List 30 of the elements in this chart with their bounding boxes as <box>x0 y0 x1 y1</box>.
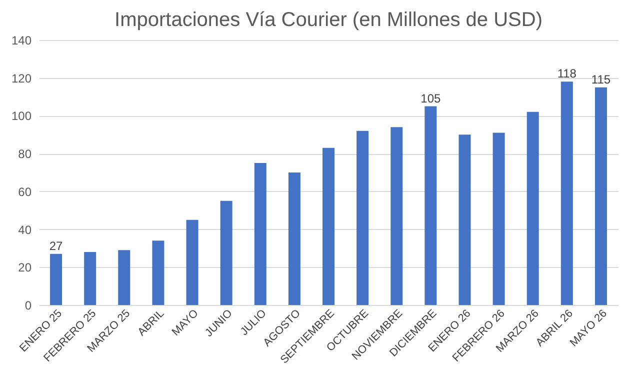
chart-title: Importaciones Vía Courier (en Millones de USD) <box>114 9 542 31</box>
data-label: 115 <box>591 72 611 86</box>
bar <box>118 250 130 305</box>
bar <box>458 134 471 305</box>
y-tick-label: 140 <box>11 34 32 48</box>
y-tick-label: 60 <box>18 184 32 199</box>
y-tick-label: 120 <box>11 71 32 86</box>
bar <box>424 106 437 305</box>
bar <box>220 200 232 305</box>
bar <box>152 240 164 305</box>
bar <box>356 130 369 305</box>
y-tick-label: 20 <box>18 260 32 275</box>
bar <box>560 82 573 305</box>
bar <box>526 112 539 305</box>
bar <box>322 148 334 305</box>
bar <box>186 220 198 305</box>
bar <box>390 127 403 305</box>
bar <box>84 252 96 305</box>
bar <box>50 254 62 305</box>
bar <box>254 163 266 305</box>
y-tick-label: 40 <box>18 222 32 237</box>
data-label: 105 <box>420 91 442 106</box>
y-tick-label: 100 <box>11 109 32 124</box>
data-label: 118 <box>557 66 577 81</box>
y-tick-label: 0 <box>24 298 32 312</box>
bar <box>492 132 505 305</box>
y-tick-label: 80 <box>18 147 32 162</box>
bar <box>288 172 300 305</box>
data-label: 27 <box>49 238 64 253</box>
bar <box>594 87 607 305</box>
